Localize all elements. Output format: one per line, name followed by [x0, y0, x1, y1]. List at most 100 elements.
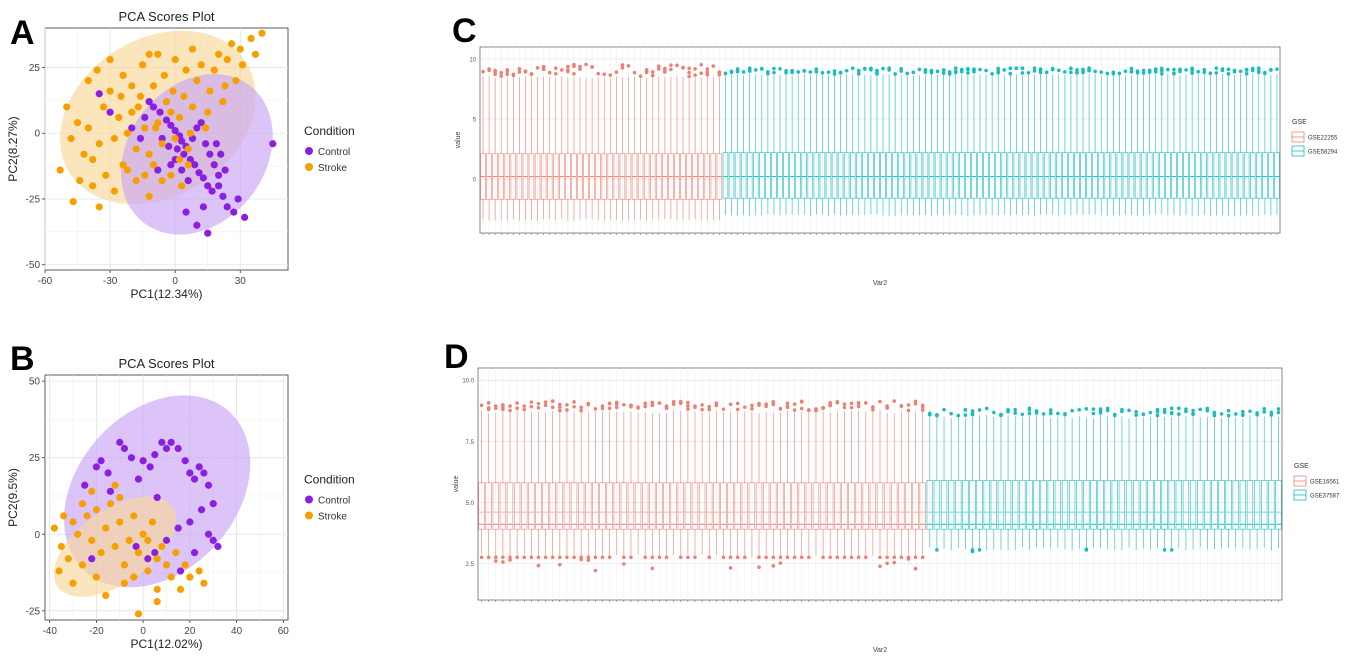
data-point-stroke — [74, 530, 82, 538]
box — [1159, 152, 1165, 199]
data-point-control — [200, 469, 208, 477]
data-point-control — [153, 493, 161, 502]
outlier-point — [856, 71, 861, 76]
box — [989, 152, 995, 199]
data-point-stroke — [162, 561, 171, 569]
box — [1037, 152, 1044, 199]
outlier-point — [863, 555, 868, 560]
outlier-point — [515, 406, 519, 411]
data-point-control — [88, 555, 96, 563]
data-point-stroke — [139, 530, 147, 538]
data-point-stroke — [132, 176, 140, 185]
outlier-point — [721, 407, 726, 411]
outlier-point — [707, 407, 712, 412]
data-point-control — [195, 463, 203, 471]
box — [1033, 480, 1040, 530]
box — [933, 480, 941, 530]
outlier-point — [935, 413, 939, 417]
outlier-point — [529, 400, 534, 404]
outlier-point — [550, 555, 555, 560]
box — [535, 482, 542, 530]
outlier-point — [960, 68, 964, 72]
outlier-point — [1191, 411, 1195, 416]
data-point-stroke — [247, 34, 255, 43]
outlier-point — [1006, 408, 1010, 412]
box — [1250, 152, 1256, 199]
outlier-point — [778, 555, 783, 560]
data-point-control — [230, 208, 238, 216]
outlier-point — [629, 555, 633, 560]
outlier-point — [963, 408, 968, 412]
y-tick-label: 0 — [34, 530, 40, 541]
box — [1110, 152, 1117, 199]
data-point-stroke — [63, 103, 71, 111]
outlier-point — [1127, 408, 1131, 413]
data-point-stroke — [132, 145, 140, 153]
data-point-stroke — [175, 155, 184, 164]
outlier-point — [935, 69, 940, 74]
outlier-point — [1084, 407, 1089, 411]
outlier-point — [917, 67, 922, 72]
box — [613, 482, 620, 530]
data-point-control — [144, 555, 152, 563]
outlier-point — [593, 568, 598, 573]
box — [789, 152, 795, 199]
data-point-stroke — [223, 55, 231, 64]
box — [578, 482, 585, 530]
outlier-point — [664, 405, 669, 410]
outlier-point — [1129, 66, 1134, 71]
outlier-point — [792, 402, 797, 406]
outlier-point — [947, 70, 952, 75]
data-point-control — [219, 192, 227, 200]
outlier-point — [693, 404, 697, 408]
outlier-point — [508, 558, 512, 562]
outlier-point — [607, 555, 612, 560]
box — [1128, 152, 1135, 199]
data-point-stroke — [106, 87, 114, 95]
box — [910, 152, 917, 199]
data-point-control — [214, 182, 223, 190]
box — [722, 152, 729, 199]
outlier-point — [607, 406, 612, 411]
outlier-point — [1255, 413, 1259, 417]
box — [946, 152, 953, 199]
outlier-point — [911, 70, 916, 75]
data-point-stroke — [125, 536, 133, 544]
box — [807, 152, 814, 199]
outlier-point — [796, 70, 800, 74]
box — [1237, 152, 1244, 199]
outlier-point — [970, 549, 975, 554]
boxplot-c: 0 5 10 Var2 value GSE GSE22255 GSE58294 — [455, 46, 1338, 287]
outlier-point — [1087, 68, 1091, 73]
box — [492, 482, 499, 530]
outlier-point — [579, 408, 583, 413]
data-point-control — [190, 475, 199, 483]
box — [837, 152, 844, 199]
outlier-point — [893, 72, 897, 76]
outlier-point — [1008, 66, 1013, 71]
box — [691, 482, 699, 530]
box — [1231, 152, 1238, 199]
box — [953, 152, 959, 199]
outlier-point — [799, 399, 804, 404]
outlier-point — [590, 65, 594, 69]
outlier-point — [899, 66, 904, 71]
data-point-stroke — [134, 549, 143, 557]
box — [841, 482, 848, 530]
outlier-point — [892, 555, 897, 560]
box — [1111, 480, 1118, 530]
outlier-point — [1238, 69, 1243, 74]
outlier-point — [1041, 412, 1046, 416]
outlier-point — [832, 72, 837, 76]
box — [720, 482, 727, 530]
outlier-point — [771, 402, 776, 407]
box — [934, 152, 941, 199]
outlier-point — [493, 555, 498, 560]
box — [713, 482, 720, 530]
outlier-point — [913, 401, 918, 406]
outlier-point — [586, 558, 591, 562]
outlier-point — [1226, 408, 1231, 413]
outlier-point — [1169, 548, 1174, 552]
box — [1025, 152, 1032, 199]
box — [1219, 152, 1226, 199]
